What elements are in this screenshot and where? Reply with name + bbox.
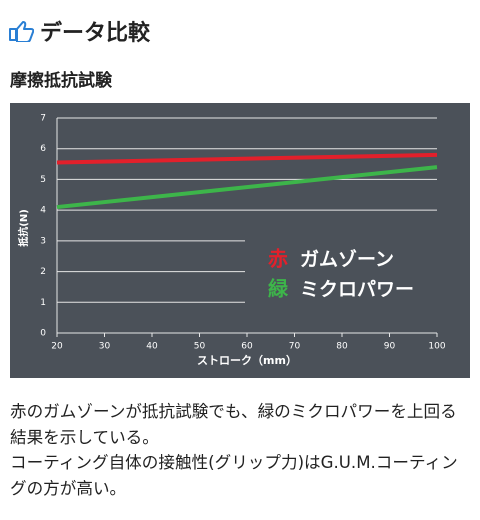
x-tick-label: 50 [194, 342, 206, 352]
paragraph: 赤のガムゾーンが抵抗試験でも、緑のミクロパワーを上回る結果を示している。 [10, 402, 457, 447]
x-tick-label: 60 [241, 342, 253, 352]
section-title: 摩擦抵抗試験 [10, 71, 112, 91]
line [56, 152, 438, 165]
y-tick-label: 1 [40, 298, 46, 308]
legend-prefix: 緑 [268, 277, 289, 301]
y-tick-label: 0 [40, 329, 46, 339]
y-axis-label: 抵抗(N) [17, 209, 30, 247]
chart: 0 1 2 3 4 5 6 7 20 30 40 50 60 70 80 90 100 ストローク（mm） 抵抗(N… [10, 103, 470, 378]
y-tick-label: 4 [40, 206, 46, 216]
legend-label: ガムゾーン [300, 249, 394, 271]
page-title: データ比較 [40, 21, 151, 46]
x-tick-label: 90 [384, 342, 396, 352]
y-tick-label: 7 [40, 114, 46, 124]
x-tick-label: 70 [289, 342, 301, 352]
x-tick-label: 30 [99, 342, 111, 352]
x-axis-label: ストローク（mm） [197, 354, 297, 367]
y-tick-label: 6 [40, 144, 46, 154]
y-tick-label: 2 [40, 267, 46, 277]
x-tick-label: 40 [146, 342, 158, 352]
legend-background [245, 239, 445, 311]
x-tick-label: 20 [51, 342, 63, 352]
pointer-icon [9, 21, 34, 42]
y-tick-label: 5 [40, 175, 46, 185]
x-tick-label: 100 [428, 342, 445, 352]
line [56, 165, 438, 210]
x-tick-label: 80 [336, 342, 348, 352]
paragraph: コーティング自体の接触性(グリップ力)はG.U.M.コーティングの方が高い。 [10, 453, 458, 498]
legend-label: ミクロパワー [300, 279, 414, 301]
legend-prefix: 赤 [268, 247, 288, 271]
y-tick-label: 3 [40, 236, 46, 246]
